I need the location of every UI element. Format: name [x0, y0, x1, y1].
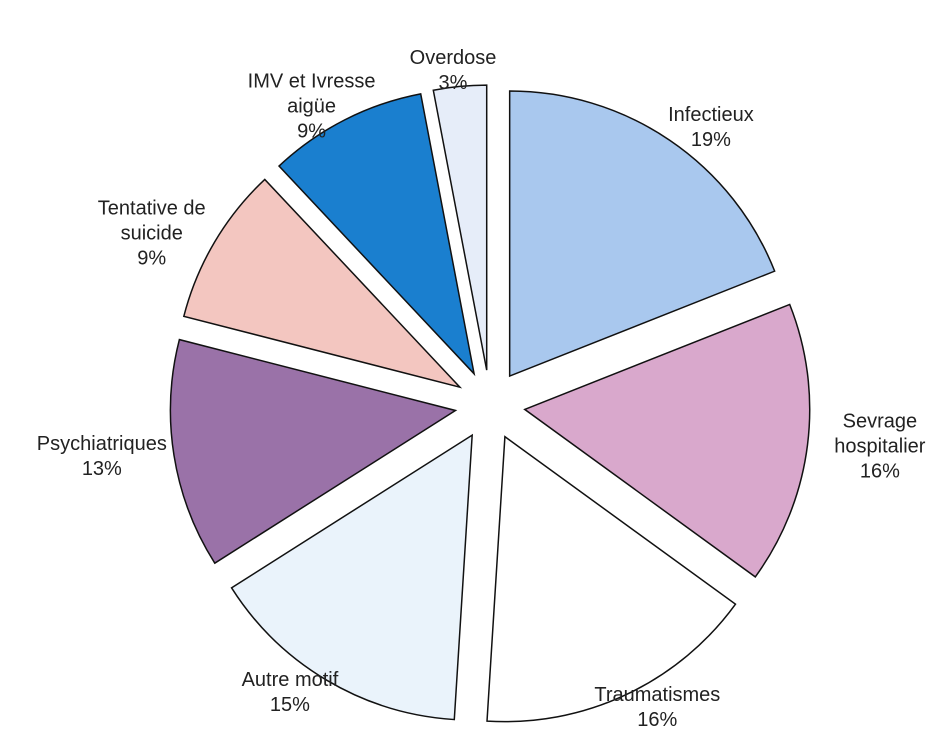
value-label: 15%: [269, 694, 310, 717]
category-label: Infectieux: [668, 103, 754, 126]
pie-slice: [486, 435, 737, 723]
pie-slice: [182, 178, 463, 389]
slice-label: Overdose 3%: [410, 46, 497, 96]
value-label: 9%: [297, 120, 327, 142]
slice-label: Tentative de suicide 9%: [98, 197, 206, 272]
slice-label: Autre motif 15%: [242, 668, 339, 718]
category-label: Overdose: [409, 47, 497, 70]
value-label: 13%: [81, 458, 122, 481]
category-label: Traumatismes: [594, 684, 721, 707]
category-label: Autre motif: [241, 669, 339, 692]
pie-slice: [230, 433, 474, 721]
pie-slice: [277, 92, 476, 377]
slice-label: Traumatismes 16%: [594, 683, 720, 733]
slice-label: Psychiatriques 13%: [37, 432, 167, 482]
category-label: Psychiatriques: [36, 433, 167, 456]
value-label: 19%: [690, 128, 731, 151]
pie-slice: [523, 303, 811, 578]
category-label: IMV et Ivresse aigüe: [247, 70, 376, 117]
value-label: 16%: [637, 709, 678, 732]
value-label: 16%: [859, 460, 900, 483]
value-label: 3%: [438, 72, 468, 95]
category-label: Tentative de suicide: [97, 197, 206, 245]
slice-label: Infectieux 19%: [668, 103, 754, 153]
category-label: Sevrage hospitalier: [834, 410, 926, 458]
pie-slice: [508, 90, 776, 378]
slice-label: Sevrage hospitalier 16%: [834, 409, 925, 484]
slice-label: IMV et Ivresse aigüe 9%: [248, 69, 376, 144]
pie-slice: [169, 338, 458, 565]
pie-slice: [432, 84, 488, 371]
value-label: 9%: [137, 247, 167, 270]
